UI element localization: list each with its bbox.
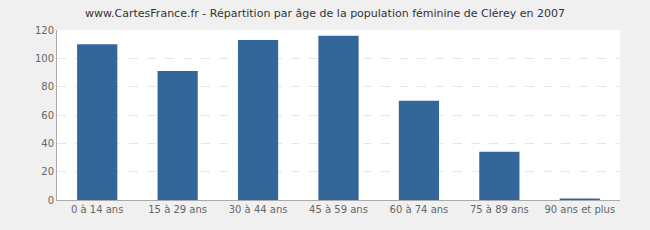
svg-text:www.CartesFrance.fr - Répartit: www.CartesFrance.fr - Répartition par âg… xyxy=(85,7,565,20)
svg-text:80: 80 xyxy=(41,81,54,92)
svg-text:30 à 44 ans: 30 à 44 ans xyxy=(229,204,288,215)
svg-text:45 à 59 ans: 45 à 59 ans xyxy=(309,204,368,215)
svg-text:15 à 29 ans: 15 à 29 ans xyxy=(148,204,207,215)
svg-text:120: 120 xyxy=(35,25,54,36)
svg-text:0: 0 xyxy=(48,195,54,206)
svg-text:60 à 74 ans: 60 à 74 ans xyxy=(390,204,449,215)
svg-text:100: 100 xyxy=(35,53,54,64)
svg-text:90 ans et plus: 90 ans et plus xyxy=(544,204,615,215)
svg-text:60: 60 xyxy=(41,110,54,121)
svg-text:0 à 14 ans: 0 à 14 ans xyxy=(71,204,123,215)
svg-text:40: 40 xyxy=(41,138,54,149)
svg-text:75 à 89 ans: 75 à 89 ans xyxy=(470,204,529,215)
svg-text:20: 20 xyxy=(41,166,54,177)
